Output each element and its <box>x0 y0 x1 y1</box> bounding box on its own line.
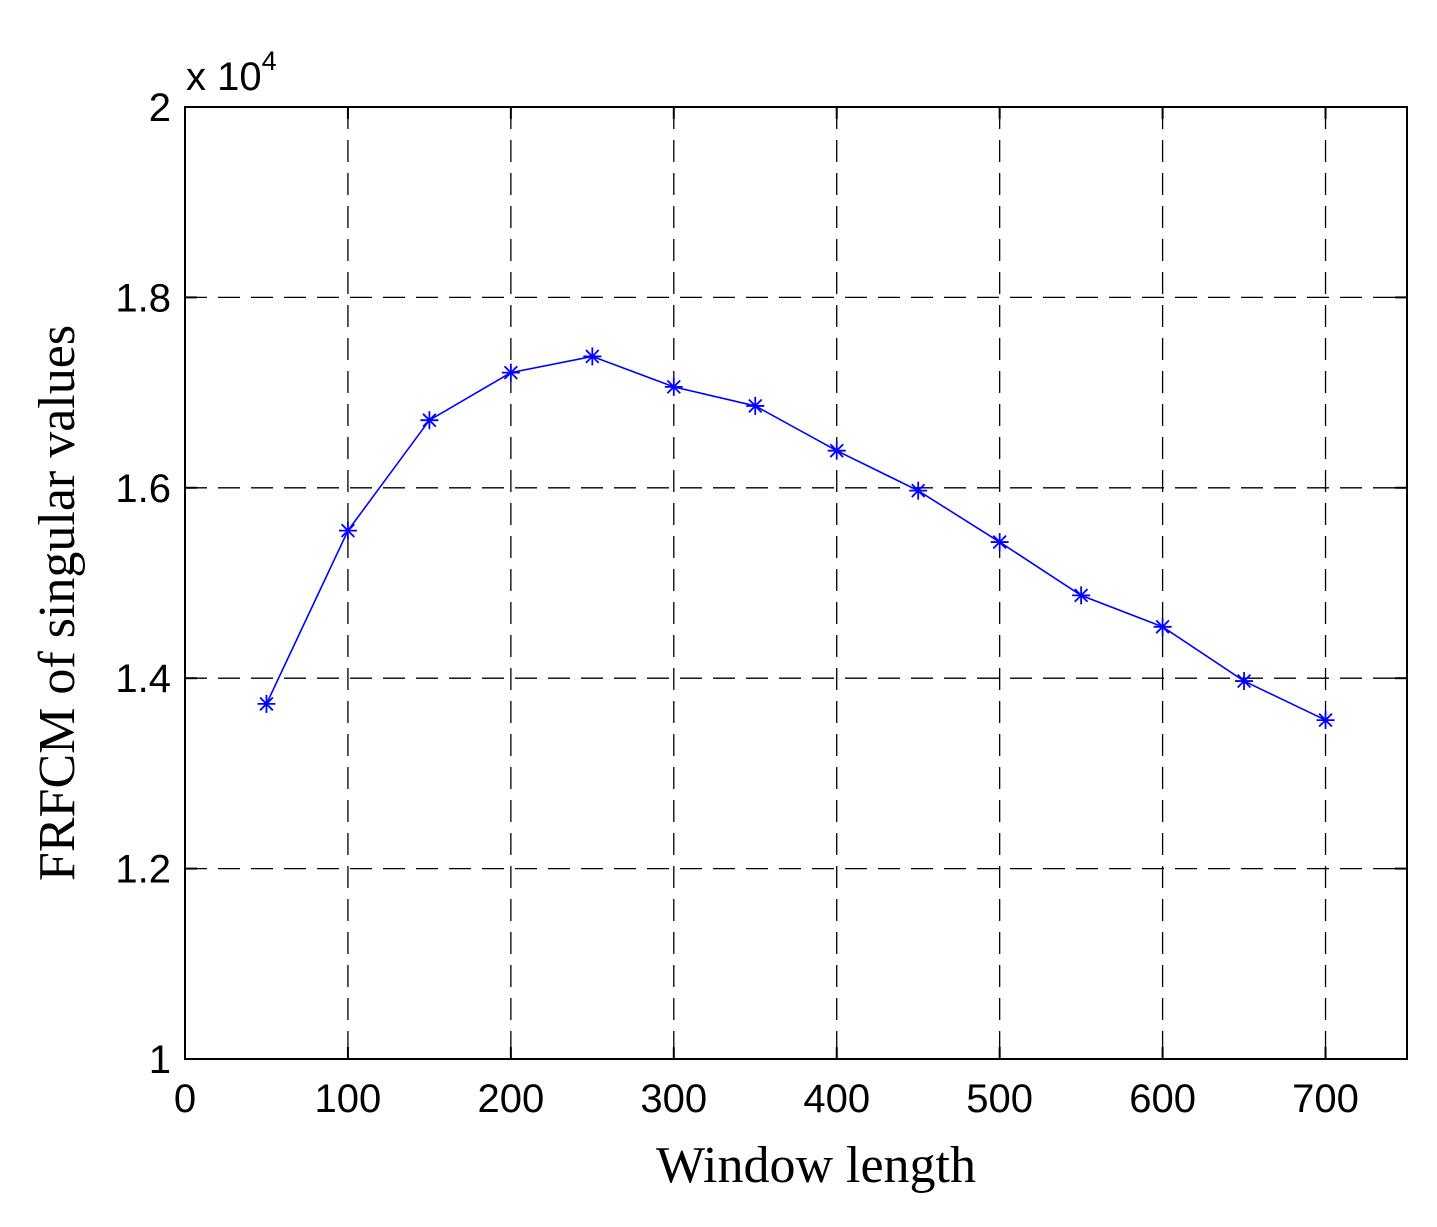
data-point-marker <box>583 347 602 366</box>
x-tick-label: 200 <box>477 1077 544 1121</box>
x-tick-label: 500 <box>966 1077 1033 1121</box>
y-axis-label: FRFCM of singular values <box>29 325 86 881</box>
data-point-marker <box>257 694 276 713</box>
data-point-marker <box>664 377 683 396</box>
y-tick-label: 1 <box>149 1038 171 1082</box>
x-tick-label: 600 <box>1129 1077 1196 1121</box>
y-axis-multiplier: x 104 <box>186 46 277 99</box>
data-point-marker <box>1153 617 1172 636</box>
data-point-marker <box>827 441 846 460</box>
data-point-marker <box>1072 586 1091 605</box>
x-tick-label: 300 <box>640 1077 707 1121</box>
data-point-marker <box>1316 711 1335 730</box>
data-point-marker <box>1235 672 1254 691</box>
y-axis-multiplier-base: x 10 <box>186 55 262 99</box>
axis-ticks <box>184 106 1407 1060</box>
data-point-marker <box>909 481 928 500</box>
data-series <box>257 347 1335 730</box>
y-tick-label: 1.8 <box>115 276 171 320</box>
plot-area-frame <box>184 106 1408 1060</box>
y-tick-label: 1.4 <box>115 657 171 701</box>
x-axis-label: Window length <box>656 1137 976 1194</box>
x-tick-label: 0 <box>174 1077 196 1121</box>
y-tick-label: 1.6 <box>115 467 171 511</box>
series-line <box>265 355 1326 721</box>
y-axis-multiplier-exponent: 4 <box>262 46 277 76</box>
y-tick-label: 1.2 <box>115 848 171 892</box>
x-tick-label: 700 <box>1292 1077 1359 1121</box>
data-point-marker <box>338 521 357 540</box>
x-tick-label: 100 <box>315 1077 382 1121</box>
x-tick-label: 400 <box>803 1077 870 1121</box>
grid-lines <box>185 106 1407 1059</box>
data-point-marker <box>746 396 765 415</box>
y-tick-label: 2 <box>149 86 171 130</box>
data-point-marker <box>420 411 439 430</box>
data-point-marker <box>990 533 1009 552</box>
x-tick-labels: 0 100 200 300 400 500 600 700 <box>174 1077 1359 1121</box>
y-tick-labels: 1 1.2 1.4 1.6 1.8 2 <box>115 86 171 1082</box>
data-point-marker <box>501 363 520 382</box>
